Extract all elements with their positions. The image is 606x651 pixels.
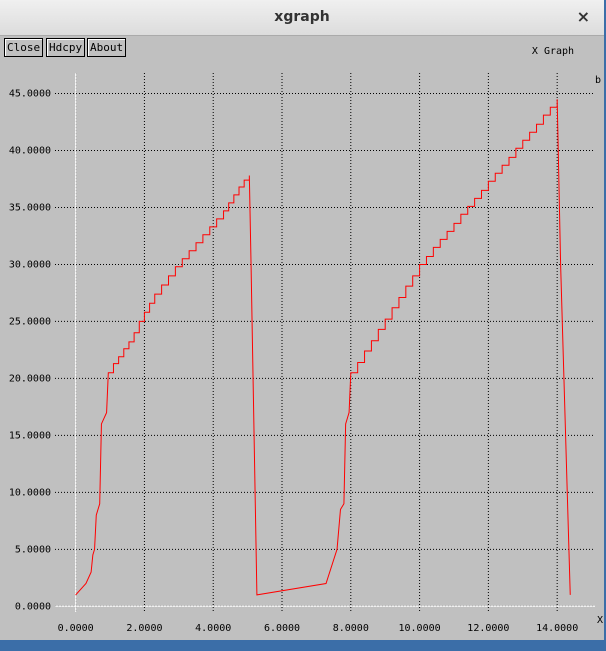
window-title: xgraph bbox=[274, 9, 330, 25]
title-bar: xgraph × bbox=[0, 0, 604, 36]
x-tick-label: 8.0000 bbox=[333, 623, 369, 634]
y-axis-label: b bbox=[595, 75, 601, 86]
x-tick-label: 4.0000 bbox=[195, 623, 231, 634]
y-tick-label: 25.0000 bbox=[9, 316, 51, 327]
y-tick-label: 30.0000 bbox=[9, 259, 51, 270]
y-tick-label: 15.0000 bbox=[9, 430, 51, 441]
window: xgraph × Close Hdcpy About X Graph b X 0… bbox=[0, 0, 604, 640]
x-tick-label: 14.0000 bbox=[536, 623, 578, 634]
close-button[interactable]: Close bbox=[4, 38, 44, 57]
x-tick-label: 6.0000 bbox=[264, 623, 300, 634]
x-tick-label: 0.0000 bbox=[58, 623, 94, 634]
y-tick-label: 20.0000 bbox=[9, 373, 51, 384]
y-tick-label: 0.0000 bbox=[15, 601, 51, 612]
close-icon[interactable]: × bbox=[576, 7, 590, 26]
y-tick-label: 5.0000 bbox=[15, 544, 51, 555]
y-tick-label: 40.0000 bbox=[9, 145, 51, 156]
y-tick-label: 10.0000 bbox=[9, 487, 51, 498]
x-axis-label: X bbox=[597, 615, 603, 626]
x-tick-label: 12.0000 bbox=[467, 623, 509, 634]
x-tick-label: 10.0000 bbox=[399, 623, 441, 634]
y-tick-label: 45.0000 bbox=[9, 89, 51, 100]
chart-title: X Graph bbox=[532, 46, 574, 57]
hdcpy-button[interactable]: Hdcpy bbox=[46, 38, 86, 57]
data-line bbox=[75, 99, 571, 596]
about-button[interactable]: About bbox=[87, 38, 127, 57]
chart: X Graph b X 0.0000 5.0000 10.0000 15.0000 20… bbox=[9, 46, 603, 634]
y-tick-label: 35.0000 bbox=[9, 202, 51, 213]
x-tick-label: 2.0000 bbox=[126, 623, 162, 634]
